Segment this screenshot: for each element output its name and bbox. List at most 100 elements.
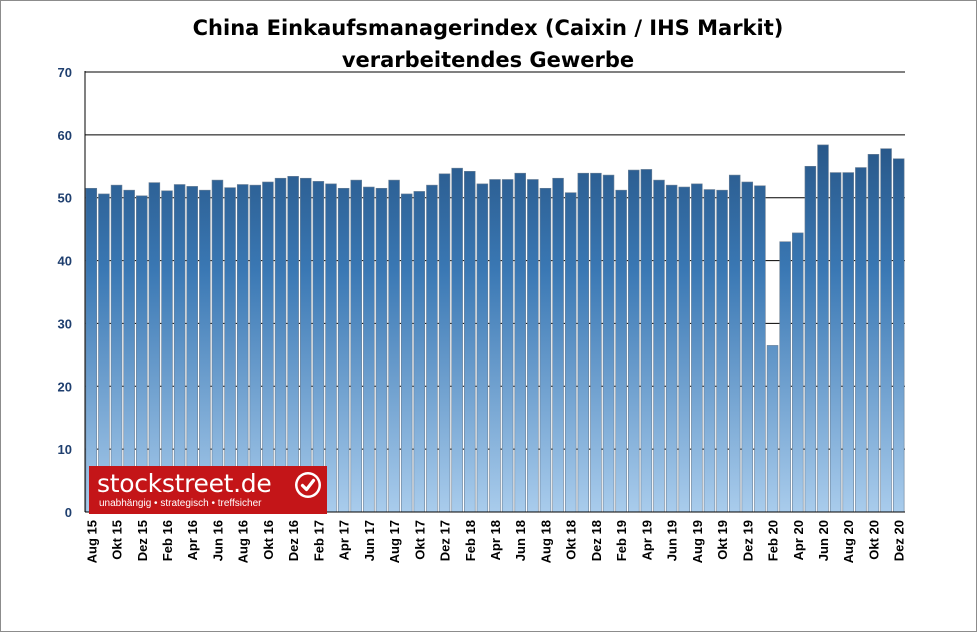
bar [678,186,690,513]
y-tick-label: 10 [58,442,72,457]
x-tick-label: Dez 18 [589,520,604,561]
x-tick-label: Aug 16 [236,520,251,563]
x-tick-label: Apr 17 [337,520,352,560]
x-tick-label: Okt 15 [110,520,125,560]
bar [501,179,514,513]
bar [123,189,135,513]
bar [136,195,148,513]
x-tick-label: Aug 19 [690,520,705,563]
x-tick-label: Feb 20 [766,520,781,561]
x-tick-label: Apr 19 [639,520,654,560]
bar [400,193,413,513]
y-tick-label: 0 [65,505,72,520]
x-tick-label: Apr 20 [791,520,806,560]
bar [804,165,817,513]
bar [741,181,754,513]
checkmark-icon [295,472,321,498]
bar [564,192,577,513]
bar [300,177,312,513]
bar [274,177,287,513]
bar [615,189,627,513]
x-tick-label: Dez 19 [740,520,755,561]
y-tick-label: 70 [58,65,72,80]
bar [236,184,249,513]
bar [451,167,463,513]
bar [539,187,552,513]
x-tick-label: Apr 18 [488,520,503,560]
bar [85,187,98,513]
bar [855,167,867,513]
bar [287,176,299,513]
bar [880,148,892,513]
x-tick-label: Okt 20 [866,520,881,560]
bar [249,184,262,513]
x-tick-label: Feb 18 [463,520,478,561]
bar [628,169,640,513]
y-tick-labels: 0 10 20 30 40 50 60 70 [58,65,72,520]
bar [829,172,842,513]
y-tick-label: 50 [58,191,72,206]
x-tick-label: Jun 20 [816,520,831,561]
bar [186,186,198,513]
logo-name: stockstreet.de [97,469,272,498]
bar [173,184,186,513]
x-tick-labels: Aug 15 Okt 15 Dez 15 Feb 16 Apr 16 Jun 16 Aug … [84,520,906,563]
bar [262,181,274,513]
x-tick-label: Jun 17 [362,520,377,561]
bar [779,241,791,513]
bar [337,187,350,513]
bar [892,158,905,513]
bar [577,172,590,513]
y-tick-label: 60 [58,128,72,143]
x-tick-label: Feb 19 [614,520,629,561]
x-tick-label: Aug 15 [84,520,99,563]
bar [476,183,489,513]
y-tick-label: 20 [58,379,72,394]
x-tick-label: Dez 16 [286,520,301,561]
bar [375,187,388,513]
bar [514,172,526,513]
bar [602,174,615,513]
bar [842,172,854,513]
x-tick-label: Aug 17 [387,520,402,563]
bar [640,169,653,513]
bar [426,184,438,513]
x-tick-label: Feb 16 [160,520,175,561]
bar [148,182,161,513]
x-tick-label: Dez 20 [892,520,907,561]
bar [691,183,703,513]
bar [161,190,173,513]
bar [464,171,476,513]
x-tick-label: Feb 17 [311,520,326,561]
bar [665,184,678,513]
bar [590,172,602,513]
y-tick-label: 40 [58,254,72,269]
bar [489,179,501,513]
bar [728,174,741,513]
bar [413,191,426,513]
y-tick-label: 30 [58,316,72,331]
bar [110,184,123,513]
bar [438,173,451,513]
bar [388,179,400,513]
x-tick-label: Okt 19 [715,520,730,560]
stockstreet-logo: stockstreet.de unabhängig • strategisch … [89,466,327,514]
x-tick-label: Aug 18 [538,520,553,563]
bar [325,183,337,513]
x-tick-label: Okt 18 [564,520,579,560]
x-tick-label: Dez 15 [135,520,150,561]
chart-subtitle: verarbeitendes Gewerbe [342,48,634,72]
x-tick-label: Aug 20 [841,520,856,563]
bar [703,189,716,513]
bar [211,179,224,513]
x-tick-label: Okt 17 [412,520,427,560]
bar [716,189,728,513]
bar [312,181,325,513]
bar [224,187,236,513]
x-tick-label: Jun 19 [665,520,680,561]
bar [350,179,362,513]
bar [527,179,539,513]
logo-slogan: unabhängig • strategisch • treffsicher [99,498,262,509]
bar [766,345,779,513]
bar [98,193,110,513]
